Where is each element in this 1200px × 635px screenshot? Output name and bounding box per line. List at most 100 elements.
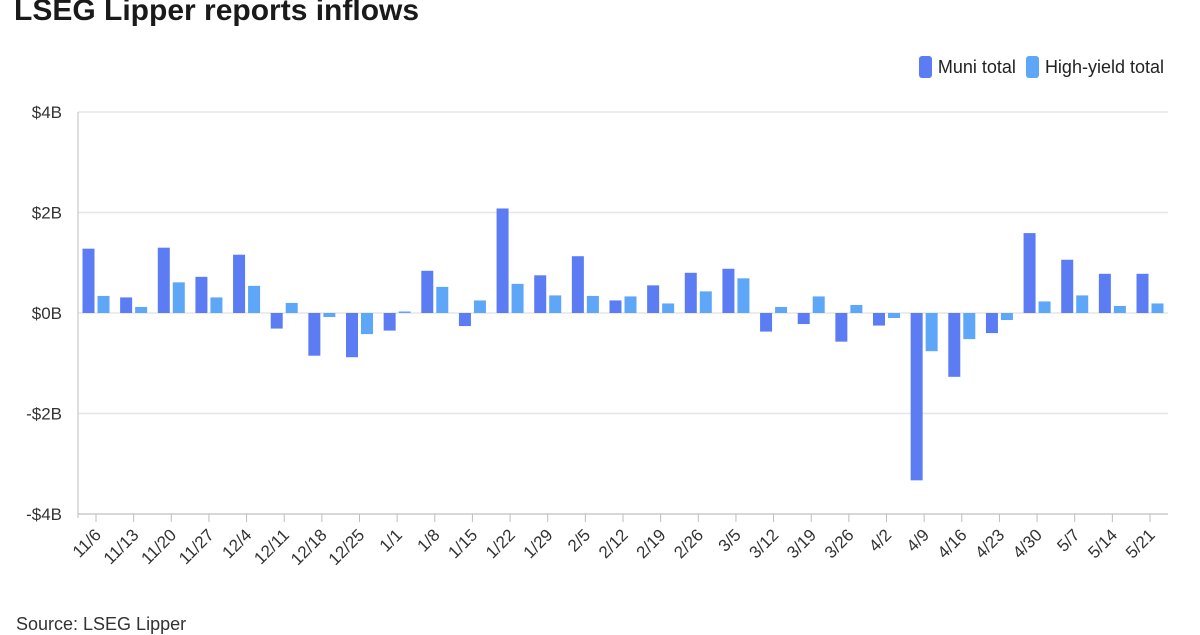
legend-item-high-yield: High-yield total xyxy=(1025,56,1164,78)
bar-high-yield xyxy=(549,295,562,313)
legend-label-high-yield: High-yield total xyxy=(1044,56,1164,77)
bar-muni xyxy=(458,313,471,327)
x-tick-label: 12/4 xyxy=(219,525,256,562)
bar-high-yield xyxy=(285,302,298,313)
bar-muni xyxy=(910,313,923,481)
bar-muni xyxy=(684,272,697,313)
x-tick-label: 5/7 xyxy=(1053,525,1083,555)
y-tick-label: $2B xyxy=(32,204,62,223)
x-tick-label: 4/30 xyxy=(1009,525,1046,562)
bar-muni xyxy=(873,313,885,326)
bar-high-yield xyxy=(1151,303,1164,313)
bar-muni xyxy=(948,313,961,377)
x-tick-label: 11/13 xyxy=(100,525,143,568)
x-tick-label: 11/27 xyxy=(175,525,218,568)
y-tick-label: -$4B xyxy=(26,505,62,524)
chart-legend: Muni total High-yield total xyxy=(918,56,1164,78)
x-tick-label: 2/19 xyxy=(633,525,670,562)
y-tick-label: -$2B xyxy=(26,405,62,424)
bar-high-yield xyxy=(361,313,373,335)
x-tick-label: 4/16 xyxy=(934,525,971,562)
bar-high-yield xyxy=(1113,305,1126,313)
x-tick-label: 1/15 xyxy=(444,525,481,562)
x-tick-label: 11/20 xyxy=(137,525,180,568)
bar-muni xyxy=(496,208,509,313)
bar-high-yield xyxy=(97,295,110,313)
bar-high-yield xyxy=(812,296,825,313)
bar-high-yield xyxy=(210,297,223,313)
bar-muni xyxy=(571,256,584,313)
x-tick-label: 2/12 xyxy=(595,525,632,562)
x-tick-label: 5/14 xyxy=(1084,525,1121,562)
bar-muni xyxy=(270,313,283,329)
x-tick-label: 3/26 xyxy=(821,525,858,562)
x-tick-label: 2/5 xyxy=(564,525,594,555)
x-tick-label: 4/2 xyxy=(865,525,895,555)
bar-high-yield xyxy=(1000,313,1013,321)
legend-swatch-muni xyxy=(918,56,932,78)
x-tick-label: 4/23 xyxy=(971,525,1008,562)
x-tick-label: 3/5 xyxy=(715,525,745,555)
bar-muni xyxy=(722,268,735,313)
bar-high-yield xyxy=(737,278,750,313)
bar-muni xyxy=(1098,273,1111,313)
legend-item-muni: Muni total xyxy=(918,56,1016,78)
x-tick-label: 2/26 xyxy=(670,525,707,562)
bar-muni xyxy=(1061,259,1074,313)
chart-title: LSEG Lipper reports inflows xyxy=(14,0,420,27)
bar-high-yield xyxy=(850,304,863,313)
bar-muni xyxy=(609,300,622,313)
bar-high-yield xyxy=(586,295,599,313)
bar-high-yield xyxy=(473,300,486,313)
bar-high-yield xyxy=(775,306,788,313)
x-tick-label: 1/29 xyxy=(520,525,557,562)
bar-muni xyxy=(233,254,246,313)
y-tick-label: $4B xyxy=(32,103,62,122)
x-tick-label: 4/9 xyxy=(903,525,933,555)
bar-high-yield xyxy=(511,283,524,313)
x-tick-label: 12/25 xyxy=(325,525,369,569)
bar-muni xyxy=(1136,273,1149,313)
bar-muni xyxy=(82,248,95,313)
bar-high-yield xyxy=(323,313,336,318)
bar-muni xyxy=(383,313,396,331)
legend-swatch-high-yield xyxy=(1025,56,1039,78)
x-tick-label: 11/6 xyxy=(69,525,105,561)
x-tick-label: 12/11 xyxy=(250,525,293,568)
bar-muni xyxy=(985,313,998,334)
bar-high-yield xyxy=(436,286,449,313)
bar-muni xyxy=(120,297,133,313)
bar-muni xyxy=(797,313,810,325)
bar-high-yield xyxy=(662,303,675,313)
bar-high-yield xyxy=(398,311,411,313)
bar-muni xyxy=(308,313,321,356)
x-tick-label: 1/1 xyxy=(376,525,406,555)
bar-high-yield xyxy=(699,291,712,313)
bar-high-yield xyxy=(135,306,148,313)
bar-muni xyxy=(346,313,358,358)
x-tick-label: 3/19 xyxy=(783,525,820,562)
bar-high-yield xyxy=(1038,301,1051,313)
bar-high-yield xyxy=(248,285,261,313)
bar-muni xyxy=(421,270,434,313)
bar-high-yield xyxy=(624,296,637,313)
bar-muni xyxy=(647,285,660,313)
x-tick-label: 12/18 xyxy=(287,525,331,569)
legend-label-muni: Muni total xyxy=(937,56,1016,77)
bar-muni xyxy=(195,276,208,313)
bar-high-yield xyxy=(1076,295,1089,313)
y-tick-label: $0B xyxy=(32,304,62,323)
x-tick-label: 1/22 xyxy=(482,525,519,562)
bar-muni xyxy=(835,313,848,342)
bar-muni xyxy=(157,247,170,313)
x-tick-label: 3/12 xyxy=(746,525,783,562)
x-tick-label: 1/8 xyxy=(413,525,443,555)
bar-high-yield xyxy=(888,313,900,319)
bar-high-yield xyxy=(172,282,185,313)
bar-muni xyxy=(760,313,773,332)
bar-muni xyxy=(1023,233,1036,313)
bar-muni xyxy=(534,275,547,313)
x-tick-label: 5/21 xyxy=(1122,525,1159,562)
bar-high-yield xyxy=(963,313,976,340)
